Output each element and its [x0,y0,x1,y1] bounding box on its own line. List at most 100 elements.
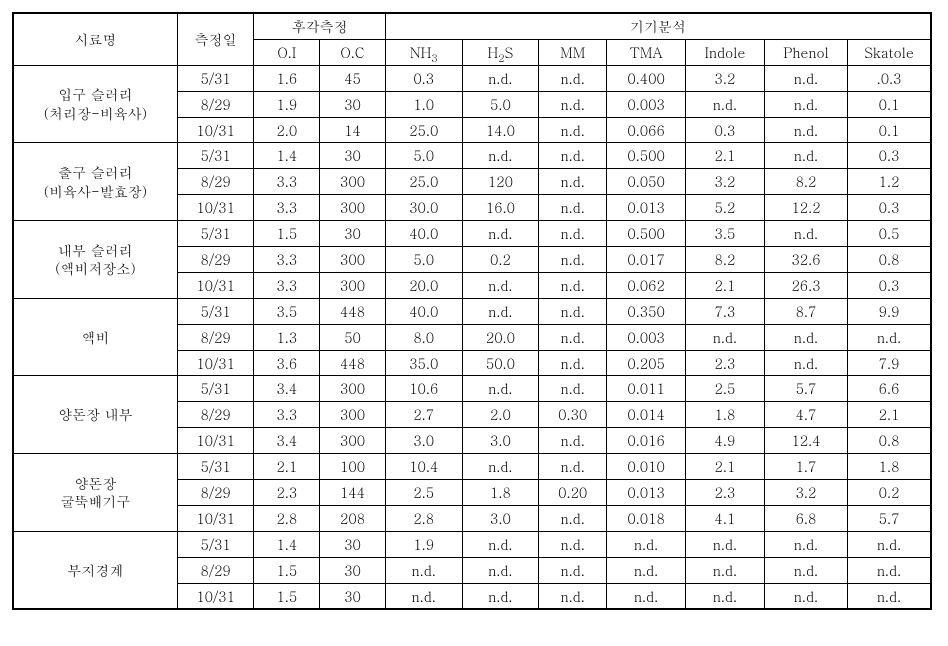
cell-tma: 0.400 [607,65,686,91]
cell-phenol: n.d. [764,324,847,350]
cell-nh3: 25.0 [385,169,462,195]
cell-oi: 1.5 [254,583,320,609]
cell-nh3: 35.0 [385,350,462,376]
cell-date: 8/29 [177,169,254,195]
cell-h2s: 20.0 [462,324,539,350]
cell-oc: 300 [320,376,386,402]
cell-oi: 3.3 [254,402,320,428]
cell-tma: n.d. [607,557,686,583]
cell-date: 8/29 [177,402,254,428]
cell-date: 10/31 [177,428,254,454]
cell-mm: n.d. [539,169,607,195]
cell-indole: 3.2 [686,65,765,91]
cell-phenol: 32.6 [764,247,847,273]
header-indole: Indole [686,39,765,65]
cell-date: 10/31 [177,350,254,376]
cell-oi: 3.3 [254,195,320,221]
table-row: 액비5/313.544840.0n.d.n.d.0.3507.38.79.9 [13,298,931,324]
cell-oc: 30 [320,91,386,117]
cell-indole: 4.9 [686,428,765,454]
cell-indole: 2.1 [686,143,765,169]
cell-mm: n.d. [539,531,607,557]
table-header: 시료명 측정일 후각측정 기기분석 O.I O.C NH3 H2S MM TMA… [13,13,931,65]
cell-oi: 1.3 [254,324,320,350]
cell-h2s: 3.0 [462,505,539,531]
cell-h2s: 3.0 [462,428,539,454]
cell-oc: 30 [320,557,386,583]
cell-h2s: 50.0 [462,350,539,376]
cell-indole: n.d. [686,583,765,609]
cell-oi: 3.6 [254,350,320,376]
cell-date: 8/29 [177,91,254,117]
cell-skatole: n.d. [848,531,931,557]
cell-date: 5/31 [177,531,254,557]
row-group-label: 액비 [13,298,177,376]
cell-phenol: 12.4 [764,428,847,454]
table-row: 출구 슬러리(비육사-발효장)5/311.4305.0n.d.n.d.0.500… [13,143,931,169]
cell-date: 10/31 [177,583,254,609]
cell-mm: n.d. [539,65,607,91]
row-group-label-line: (액비저장소) [18,259,173,278]
cell-tma: 0.066 [607,117,686,143]
cell-nh3: 8.0 [385,324,462,350]
cell-oc: 30 [320,583,386,609]
cell-indole: 3.2 [686,169,765,195]
cell-nh3: 2.5 [385,480,462,506]
cell-mm: n.d. [539,454,607,480]
row-group-label: 양돈장굴뚝배기구 [13,454,177,532]
cell-h2s: n.d. [462,583,539,609]
cell-oc: 50 [320,324,386,350]
header-tma: TMA [607,39,686,65]
cell-skatole: 7.9 [848,350,931,376]
cell-h2s: n.d. [462,143,539,169]
cell-oi: 3.3 [254,247,320,273]
cell-oc: 300 [320,428,386,454]
cell-phenol: 26.3 [764,272,847,298]
table-row: 입구 슬러리(처리장-비육사)5/311.6450.3n.d.n.d.0.400… [13,65,931,91]
cell-oc: 144 [320,480,386,506]
cell-skatole: 0.2 [848,480,931,506]
cell-skatole: 1.2 [848,169,931,195]
cell-tma: 0.013 [607,195,686,221]
cell-mm: n.d. [539,91,607,117]
cell-nh3: 5.0 [385,143,462,169]
header-nh3: NH3 [385,39,462,65]
cell-indole: n.d. [686,91,765,117]
cell-oi: 2.1 [254,454,320,480]
cell-mm: 0.30 [539,402,607,428]
cell-indole: 2.1 [686,454,765,480]
cell-skatole: 0.5 [848,221,931,247]
row-group-label: 출구 슬러리(비육사-발효장) [13,143,177,221]
cell-oc: 30 [320,531,386,557]
cell-indole: 2.3 [686,350,765,376]
row-group-label-line: 입구 슬러리 [18,85,173,104]
cell-indole: 0.3 [686,117,765,143]
cell-phenol: n.d. [764,583,847,609]
cell-nh3: 5.0 [385,247,462,273]
cell-h2s: n.d. [462,65,539,91]
table-row: 부지경계5/311.4301.9n.d.n.d.n.d.n.d.n.d.n.d. [13,531,931,557]
cell-oc: 300 [320,195,386,221]
cell-h2s: n.d. [462,454,539,480]
cell-phenol: n.d. [764,117,847,143]
cell-oc: 300 [320,272,386,298]
cell-skatole: 5.7 [848,505,931,531]
cell-oc: 448 [320,298,386,324]
table-row: 내부 슬러리(액비저장소)5/311.53040.0n.d.n.d.0.5003… [13,221,931,247]
cell-indole: n.d. [686,531,765,557]
cell-oc: 45 [320,65,386,91]
cell-mm: n.d. [539,247,607,273]
cell-skatole: 0.3 [848,143,931,169]
cell-h2s: n.d. [462,272,539,298]
cell-nh3: 2.7 [385,402,462,428]
cell-mm: n.d. [539,428,607,454]
cell-oc: 208 [320,505,386,531]
cell-mm: n.d. [539,143,607,169]
cell-mm: n.d. [539,557,607,583]
cell-nh3: 3.0 [385,428,462,454]
cell-phenol: n.d. [764,143,847,169]
cell-indole: 3.5 [686,221,765,247]
cell-h2s: n.d. [462,376,539,402]
cell-oc: 30 [320,221,386,247]
cell-h2s: 0.2 [462,247,539,273]
